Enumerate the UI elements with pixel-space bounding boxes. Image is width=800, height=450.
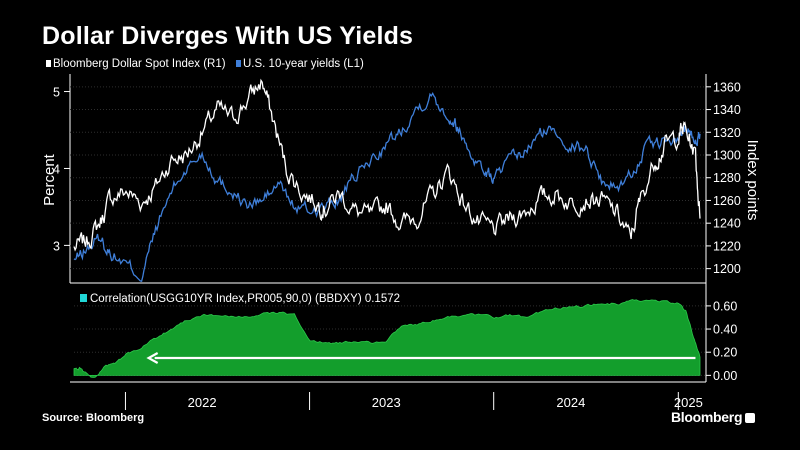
- bottom-right-axis-ticks: 0.00 0.20 0.40 0.60: [706, 299, 737, 383]
- legend-bottom: Correlation(USGG10YR Index,PR005,90,0) (…: [80, 293, 400, 305]
- right-tick-label: 1320: [713, 126, 741, 140]
- top-panel: Bloomberg Dollar Spot Index (R1) U.S. 10…: [41, 58, 761, 382]
- right-axis-title: Index points: [744, 140, 761, 221]
- left-axis-title: Percent: [41, 153, 58, 206]
- series-line-us-10y-yields: [73, 92, 701, 282]
- legend-swatch-dollar: [46, 60, 51, 67]
- x-axis-year-label: 2025: [674, 395, 703, 410]
- right-tick-label: 1340: [713, 103, 741, 117]
- arrow-head: [146, 352, 159, 364]
- legend-label-dollar: Bloomberg Dollar Spot Index (R1): [53, 58, 226, 70]
- logo-text: Bloomberg: [671, 409, 743, 425]
- right-tick-label: 1260: [713, 194, 741, 208]
- source-note: Source: Bloomberg: [42, 412, 145, 424]
- x-axis-year-label: 2023: [372, 395, 401, 410]
- left-axis-ticks: 3 4 5: [53, 86, 70, 253]
- x-axis-year-label: 2022: [188, 395, 217, 410]
- right-tick-label: 1360: [713, 80, 741, 94]
- correlation-decline-arrow: [146, 352, 696, 364]
- right-tick-label: 1200: [713, 262, 741, 276]
- x-axis-separators: [70, 381, 706, 410]
- correlation-area: [73, 299, 701, 378]
- right-tick-label: 1220: [713, 239, 741, 253]
- bottom-tick-label: 0.00: [713, 369, 737, 383]
- left-tick-label: 3: [53, 239, 60, 253]
- bloomberg-logo: Bloomberg: [671, 409, 756, 425]
- right-axis-ticks: 1200 1220 1240 1260 1280 1300 1320 1340 1360: [706, 80, 741, 276]
- legend-swatch-yields: [236, 60, 241, 67]
- chart-title: Dollar Diverges With US Yields: [42, 22, 414, 50]
- legend-label-correlation: Correlation(USGG10YR Index,PR005,90,0) (…: [90, 293, 400, 305]
- left-tick-label: 4: [53, 162, 60, 176]
- logo-badge-icon: [745, 413, 756, 423]
- bottom-tick-label: 0.20: [713, 346, 737, 360]
- x-axis: 2022 2023 2024 2025: [70, 381, 706, 410]
- x-axis-year-label: 2024: [556, 395, 585, 410]
- x-axis-labels: 2022 2023 2024 2025: [188, 395, 703, 410]
- bottom-tick-label: 0.40: [713, 323, 737, 337]
- left-tick-label: 5: [53, 86, 60, 100]
- top-gridlines: [69, 74, 707, 382]
- right-tick-label: 1280: [713, 171, 741, 185]
- right-tick-label: 1300: [713, 149, 741, 163]
- bottom-panel: Correlation(USGG10YR Index,PR005,90,0) (…: [73, 293, 737, 383]
- legend-swatch-correlation: [80, 294, 87, 302]
- series-line-dollar-index: [73, 78, 701, 252]
- legend-label-yields: U.S. 10-year yields (L1): [243, 58, 364, 70]
- legend-top: Bloomberg Dollar Spot Index (R1) U.S. 10…: [46, 58, 364, 70]
- bottom-tick-label: 0.60: [713, 299, 737, 313]
- right-tick-label: 1240: [713, 217, 741, 231]
